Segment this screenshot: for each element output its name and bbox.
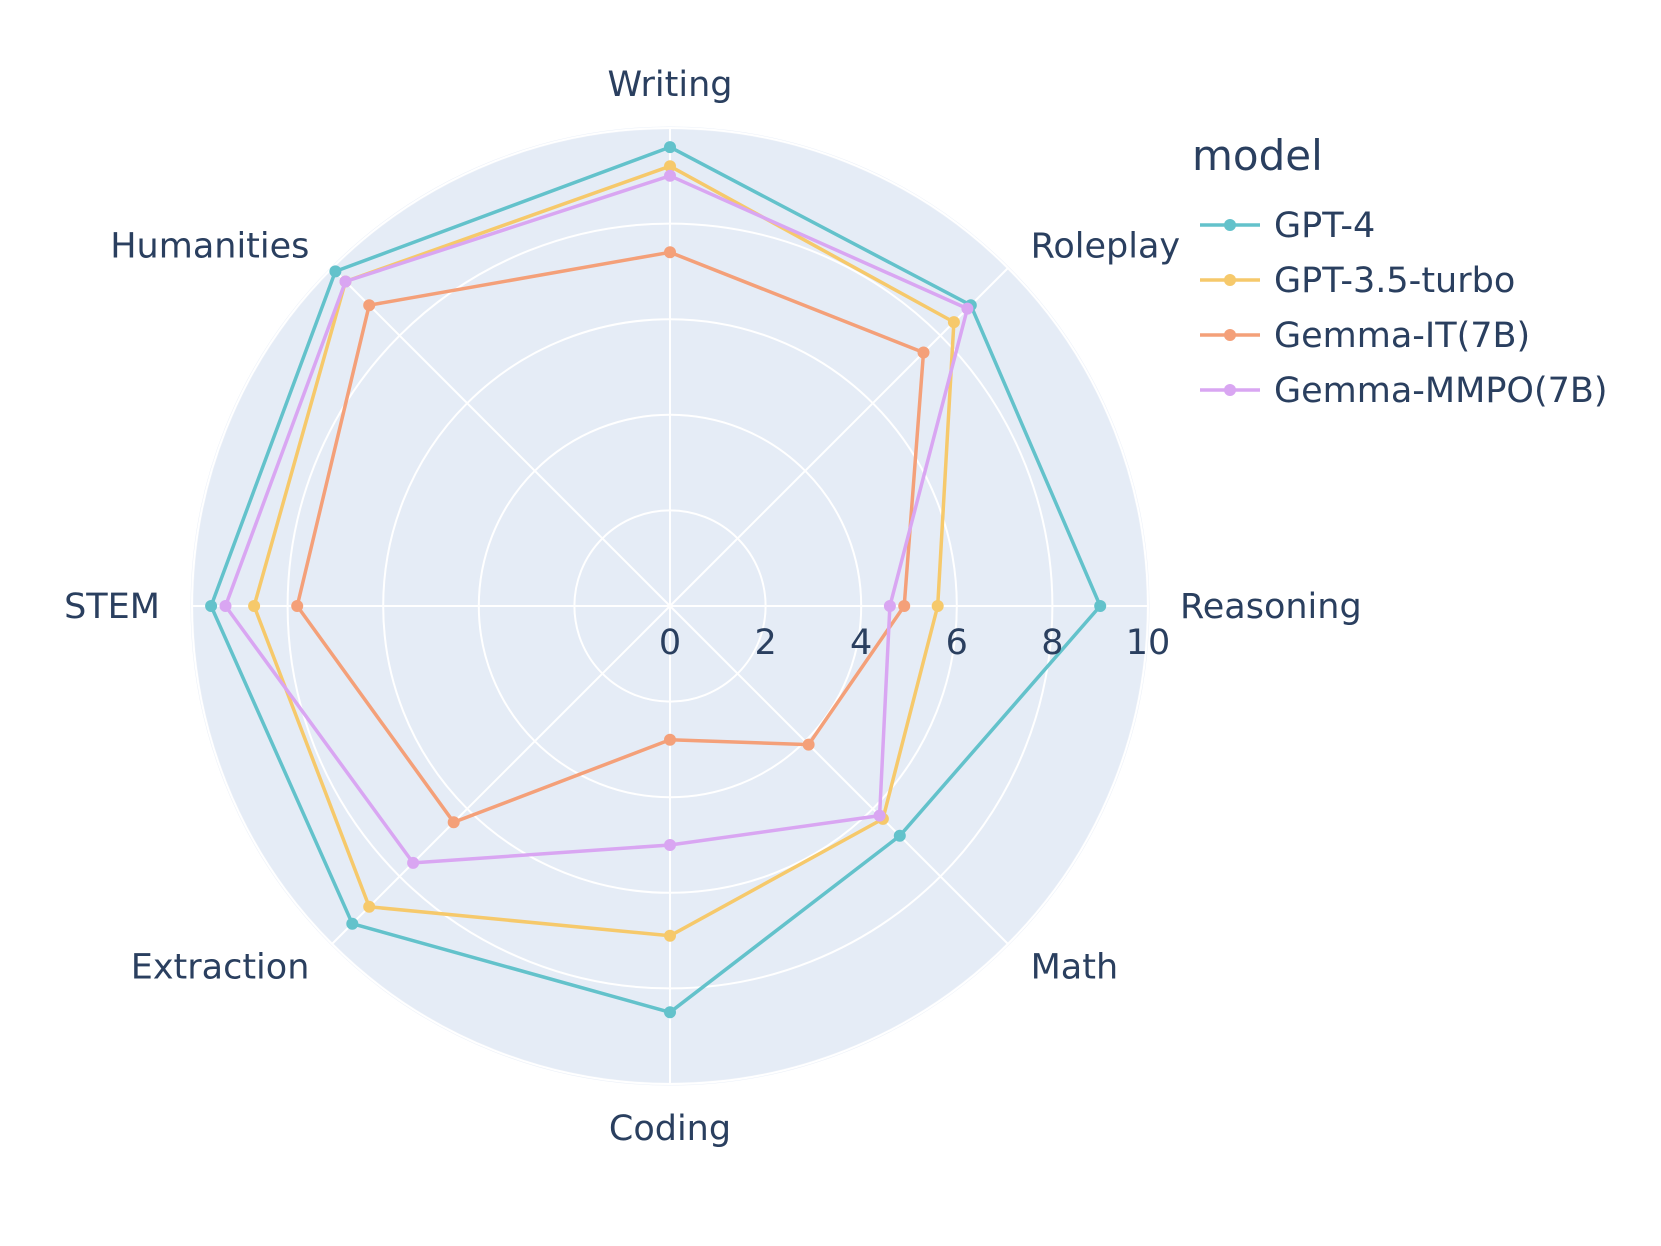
radial-tick-0: 0	[659, 623, 681, 663]
legend-swatch-marker	[1224, 384, 1236, 396]
point-gemma-it-7b-stem	[291, 600, 304, 612]
radial-tick-2: 2	[754, 623, 776, 663]
radial-tick-6: 6	[946, 623, 968, 663]
point-gpt-4-writing	[664, 141, 676, 154]
legend-item-gemma-it-7b: Gemma-IT(7B)	[1200, 316, 1530, 356]
point-gpt-3-5-turbo-coding	[664, 929, 676, 942]
legend-item-gpt-3-5-turbo: GPT-3.5-turbo	[1200, 261, 1515, 301]
point-gemma-it-7b-extraction	[447, 816, 460, 829]
point-gemma-it-7b-math	[802, 738, 815, 751]
point-gpt-4-coding	[664, 1006, 676, 1019]
series-layer	[205, 141, 1107, 1019]
point-gpt-3-5-turbo-extraction	[363, 900, 376, 913]
category-label-reasoning: Reasoning	[1180, 587, 1362, 627]
point-gemma-mmpo-7b-reasoning	[883, 600, 896, 612]
legend: model GPT-4 GPT-3.5-turbo Gemma-IT(7B) Gemm…	[1192, 131, 1608, 411]
category-label-writing: Writing	[608, 65, 733, 105]
point-gpt-4-humanities	[329, 265, 342, 278]
category-label-math: Math	[1031, 948, 1119, 988]
point-gpt-4-extraction	[346, 917, 359, 930]
category-label-humanities: Humanities	[110, 226, 309, 266]
spoke-extraction	[331, 605, 671, 945]
point-gpt-3-5-turbo-stem	[248, 600, 261, 612]
category-label-coding: Coding	[609, 1109, 731, 1149]
series-gpt-4	[205, 141, 1107, 1019]
legend-title: model	[1192, 131, 1323, 180]
spoke-math	[669, 605, 1009, 945]
point-gemma-it-7b-reasoning	[898, 600, 911, 612]
point-gemma-mmpo-7b-math	[873, 809, 886, 822]
legend-label-gpt-4: GPT-4	[1274, 206, 1375, 246]
point-gemma-it-7b-coding	[664, 733, 676, 746]
radial-tick-4: 4	[850, 623, 872, 663]
point-gemma-mmpo-7b-stem	[219, 600, 232, 612]
point-gpt-4-reasoning	[1094, 600, 1107, 612]
legend-label-gemma-it-7b: Gemma-IT(7B)	[1274, 316, 1530, 356]
point-gpt-4-stem	[205, 600, 218, 612]
category-labels: Writing Roleplay Reasoning Math Coding Extrac…	[64, 65, 1362, 1149]
radial-tick-labels: 0 2 4 6 8 10	[659, 623, 1170, 663]
legend-item-gemma-mmpo-7b: Gemma-MMPO(7B)	[1200, 371, 1608, 411]
legend-swatch-marker	[1224, 329, 1236, 341]
legend-label-gpt-3-5-turbo: GPT-3.5-turbo	[1274, 261, 1515, 301]
legend-label-gemma-mmpo-7b: Gemma-MMPO(7B)	[1274, 371, 1608, 411]
point-gemma-mmpo-7b-roleplay	[961, 302, 974, 315]
radial-tick-8: 8	[1041, 623, 1063, 663]
polar-grid	[191, 127, 1149, 1085]
point-gpt-4-math	[893, 829, 906, 842]
legend-swatch-marker	[1224, 219, 1236, 231]
legend-swatch-marker	[1224, 274, 1236, 286]
series-gemma-mmpo-7b	[219, 169, 974, 869]
spoke-humanities	[331, 267, 671, 607]
point-gemma-it-7b-roleplay	[917, 346, 930, 359]
series-gemma-it-7b	[291, 246, 930, 829]
point-gpt-3-5-turbo-reasoning	[931, 600, 944, 612]
point-gemma-mmpo-7b-extraction	[407, 856, 420, 869]
point-gemma-it-7b-humanities	[363, 299, 376, 312]
legend-item-gpt-4: GPT-4	[1200, 206, 1375, 246]
point-gemma-mmpo-7b-coding	[664, 839, 676, 851]
radial-tick-10: 10	[1126, 623, 1171, 663]
point-gpt-3-5-turbo-writing	[664, 160, 676, 173]
category-label-stem: STEM	[64, 587, 160, 627]
category-label-extraction: Extraction	[131, 948, 310, 988]
category-label-roleplay: Roleplay	[1031, 226, 1181, 266]
point-gemma-mmpo-7b-writing	[664, 169, 676, 182]
point-gemma-mmpo-7b-humanities	[339, 275, 352, 288]
point-gpt-3-5-turbo-roleplay	[947, 316, 960, 329]
point-gemma-it-7b-writing	[664, 246, 676, 259]
